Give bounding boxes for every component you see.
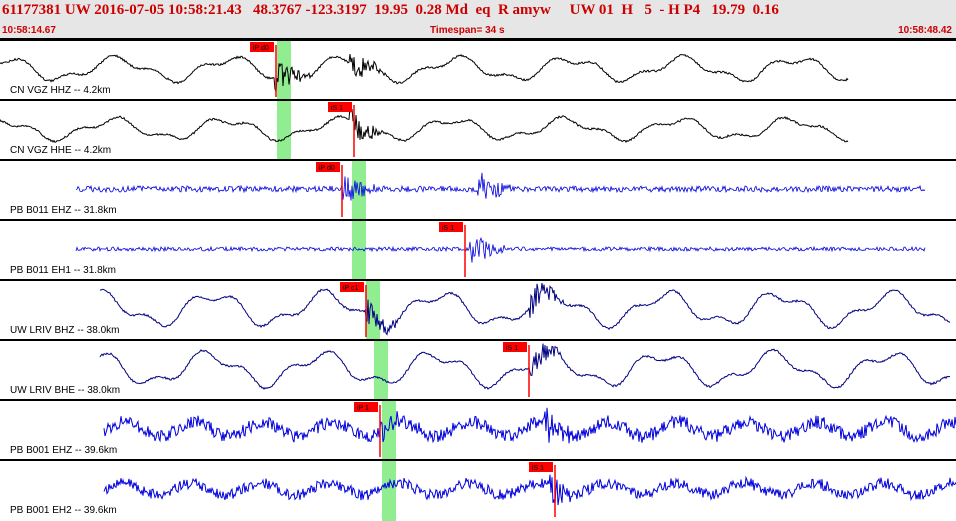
time-bar: 10:58:14.67 Timespan= 34 s 10:58:48.42 (0, 24, 956, 39)
trace-svg[interactable]: iS 1 (0, 221, 956, 281)
channel-label: UW LRIV BHE -- 38.0km (10, 385, 121, 396)
waveform-panels[interactable]: iP d0 CN VGZ HHZ -- 4.2km iS 1 CN VGZ HHE -… (0, 39, 956, 521)
waveform-trace (0, 53, 849, 92)
pick-marker-box[interactable] (328, 102, 352, 112)
pick-label: iS 1 (506, 345, 518, 352)
trace-svg[interactable]: iP d0 (0, 41, 956, 101)
trace-svg[interactable]: iP c1 (0, 281, 956, 341)
pick-marker-box[interactable] (250, 42, 274, 52)
trace-panel[interactable]: iP d0 PB B011 EHZ -- 31.8km (0, 159, 956, 221)
pick-label: iS 1 (442, 225, 454, 232)
waveform-trace (99, 343, 951, 390)
trace-panel[interactable]: iP 1 PB B001 EHZ -- 39.6km (0, 399, 956, 461)
pick-label: iP d0 (253, 45, 269, 52)
trace-svg[interactable]: iS 1 (0, 461, 956, 521)
time-end: 10:58:48.42 (898, 25, 952, 36)
pick-marker-box[interactable] (354, 402, 378, 412)
time-window-band (382, 461, 396, 521)
pick-marker-box[interactable] (340, 282, 364, 292)
pick-label: iS 1 (331, 105, 343, 112)
time-window-band (352, 221, 366, 281)
trace-panel[interactable]: iS 1 UW LRIV BHE -- 38.0km (0, 339, 956, 401)
pick-label: iS 1 (532, 465, 544, 472)
time-window-band (277, 41, 291, 101)
waveform-trace (103, 474, 956, 506)
trace-panel[interactable]: iP d0 CN VGZ HHZ -- 4.2km (0, 39, 956, 101)
pick-label: iP c1 (343, 285, 359, 292)
channel-label: CN VGZ HHE -- 4.2km (10, 145, 112, 156)
channel-label: UW LRIV BHZ -- 38.0km (10, 325, 120, 336)
pick-marker-box[interactable] (316, 162, 340, 172)
time-window-band (277, 101, 291, 161)
pick-marker-box[interactable] (439, 222, 463, 232)
channel-label: PB B001 EHZ -- 39.6km (10, 445, 118, 456)
waveform-trace (75, 236, 926, 263)
channel-label: PB B011 EH1 -- 31.8km (10, 265, 116, 276)
channel-label: CN VGZ HHZ -- 4.2km (10, 85, 111, 96)
pick-label: iP d0 (319, 165, 335, 172)
trace-svg[interactable]: iS 1 (0, 101, 956, 161)
trace-svg[interactable]: iS 1 (0, 341, 956, 401)
waveform-trace (99, 282, 951, 336)
pick-marker-box[interactable] (529, 462, 553, 472)
waveform-trace (0, 106, 849, 144)
pick-label: iP 1 (357, 405, 369, 412)
channel-label: PB B001 EH2 -- 39.6km (10, 505, 117, 516)
time-start: 10:58:14.67 (2, 25, 56, 36)
time-window-band (374, 341, 388, 401)
timespan-readout: Timespan= 34 s (430, 25, 505, 36)
event-header: 61177381 UW 2016-07-05 10:58:21.43 48.37… (0, 0, 956, 24)
waveform-trace (75, 172, 926, 201)
trace-svg[interactable]: iP 1 (0, 401, 956, 461)
trace-panel[interactable]: iP c1 UW LRIV BHZ -- 38.0km (0, 279, 956, 341)
event-summary-line: 61177381 UW 2016-07-05 10:58:21.43 48.37… (2, 2, 779, 18)
pick-marker-box[interactable] (503, 342, 527, 352)
trace-panel[interactable]: iS 1 PB B001 EH2 -- 39.6km (0, 459, 956, 521)
channel-label: PB B011 EHZ -- 31.8km (10, 205, 117, 216)
time-window-band (382, 401, 396, 461)
waveform-trace (103, 407, 956, 444)
trace-panel[interactable]: iS 1 CN VGZ HHE -- 4.2km (0, 99, 956, 161)
trace-panel[interactable]: iS 1 PB B011 EH1 -- 31.8km (0, 219, 956, 281)
trace-svg[interactable]: iP d0 (0, 161, 956, 221)
